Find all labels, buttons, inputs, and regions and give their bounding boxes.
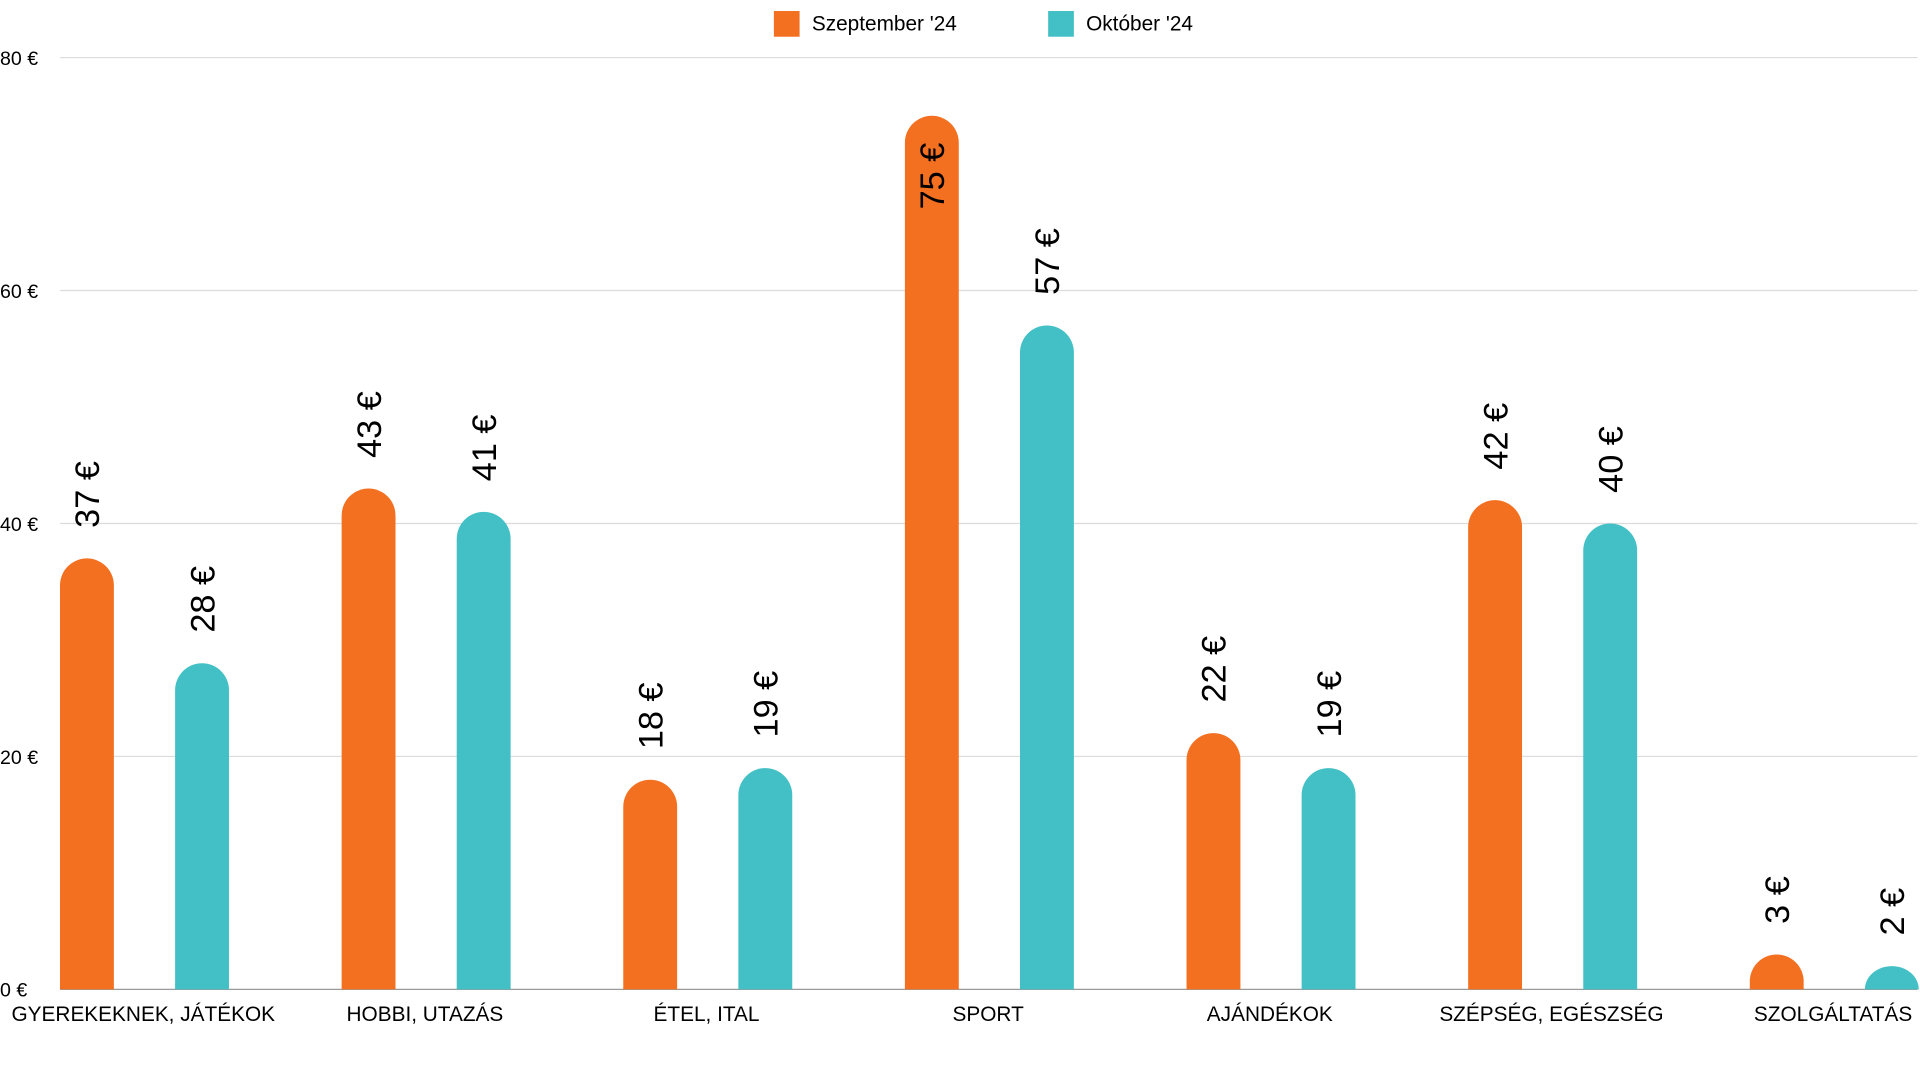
y-tick-label: 20 € <box>0 747 38 769</box>
bars: 37 € 28 € 43 € 41 € 18 € 19 € 75 € 57 € 22 € 19 €… <box>60 115 1919 990</box>
y-tick-label: 80 € <box>0 48 38 70</box>
y-tick-label: 60 € <box>0 281 38 303</box>
y-tick-label: 40 € <box>0 514 38 536</box>
data-label: 43 € <box>351 391 389 458</box>
legend-label: Szeptember '24 <box>812 13 957 36</box>
category-label: GYEREKEKNEK, JÁTÉKOK <box>12 1003 276 1026</box>
category-label: SZÉPSÉG, EGÉSZSÉG <box>1439 1003 1663 1026</box>
data-label: 19 € <box>1311 671 1349 738</box>
data-label: 75 € <box>914 143 952 210</box>
data-label: 19 € <box>748 671 786 738</box>
data-label: 22 € <box>1196 636 1234 703</box>
data-label: 37 € <box>69 461 107 528</box>
legend-swatch <box>1048 11 1074 37</box>
legend-swatch <box>773 11 800 37</box>
bar-october <box>1864 966 1919 990</box>
data-label: 40 € <box>1592 426 1630 493</box>
bar-september <box>1186 733 1241 990</box>
data-label: 41 € <box>466 415 504 482</box>
bar-september <box>904 115 959 990</box>
bar-october <box>175 663 229 990</box>
category-label: HOBBI, UTAZÁS <box>347 1003 504 1026</box>
bar-september <box>341 488 396 990</box>
data-label: 28 € <box>184 566 222 633</box>
y-tick-label: 0 € <box>0 980 27 1002</box>
bar-october <box>1301 768 1356 990</box>
x-axis-labels: GYEREKEKNEK, JÁTÉKOK HOBBI, UTAZÁS ÉTEL, I… <box>12 1003 1913 1026</box>
bar-september <box>1749 954 1804 990</box>
data-label: 2 € <box>1874 888 1912 936</box>
bar-october <box>1020 325 1074 990</box>
data-label: 3 € <box>1759 876 1797 924</box>
data-label: 42 € <box>1477 403 1515 470</box>
bar-october <box>456 511 511 990</box>
bar-october <box>1583 523 1638 990</box>
bar-september <box>623 779 678 990</box>
category-label: SZOLGÁLTATÁS <box>1754 1003 1912 1026</box>
bar-september <box>60 558 114 990</box>
data-label: 57 € <box>1029 228 1067 295</box>
category-label: ÉTEL, ITAL <box>654 1003 760 1026</box>
bar-october <box>738 768 793 990</box>
bar-september <box>1468 500 1523 990</box>
category-label: AJÁNDÉKOK <box>1207 1003 1333 1026</box>
category-label: SPORT <box>953 1003 1025 1026</box>
legend-label: Október '24 <box>1086 13 1193 36</box>
legend: Szeptember '24 Október '24 <box>773 11 1193 37</box>
data-label: 18 € <box>632 682 670 749</box>
